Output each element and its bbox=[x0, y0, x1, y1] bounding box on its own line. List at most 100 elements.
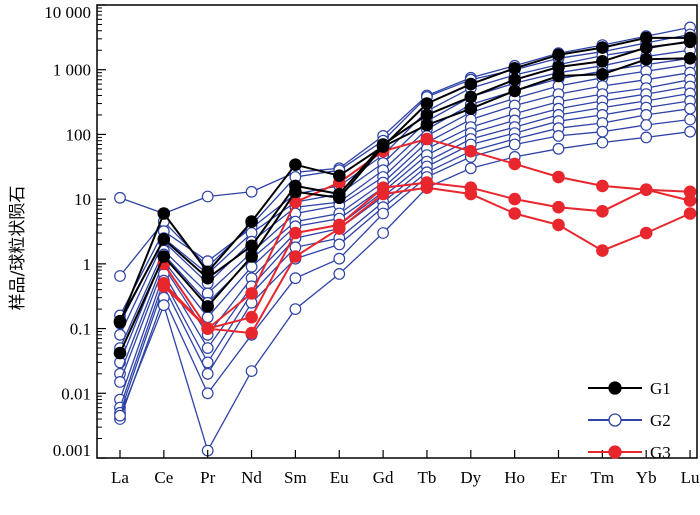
series-line-g2 bbox=[119, 33, 691, 277]
data-point-g2 bbox=[289, 272, 302, 285]
data-point-g2 bbox=[201, 255, 214, 268]
axes: 0.001 0.01 0.1 1 10 100 1 000 10 000 La Ce Pr Nd Sm E… bbox=[44, 3, 700, 487]
x-tick-label: Lu bbox=[681, 468, 700, 487]
data-point-g2 bbox=[596, 136, 609, 149]
legend-item-g3: G3 bbox=[588, 443, 671, 462]
data-point-g2 bbox=[508, 138, 521, 151]
data-point-g2 bbox=[333, 252, 346, 265]
x-tick-label: Gd bbox=[373, 468, 394, 487]
y-tick-label: 0.001 bbox=[53, 441, 91, 460]
plot-area bbox=[113, 21, 697, 457]
y-tick-label: 10 bbox=[74, 190, 91, 209]
data-point-g1 bbox=[639, 53, 653, 66]
data-point-g3 bbox=[376, 187, 390, 201]
data-point-g1 bbox=[157, 233, 171, 246]
data-point-g3 bbox=[289, 250, 302, 263]
x-tick-label: Tb bbox=[418, 468, 437, 487]
legend: G1 G2 G3 bbox=[588, 379, 671, 462]
data-point-g2 bbox=[201, 342, 214, 355]
data-point-g1 bbox=[245, 215, 258, 228]
series-line-g1 bbox=[119, 57, 691, 354]
data-point-g3 bbox=[596, 205, 609, 218]
data-point-g2 bbox=[464, 162, 477, 175]
data-point-g2 bbox=[114, 270, 126, 282]
data-point-g1 bbox=[157, 250, 171, 263]
data-point-g2 bbox=[640, 108, 653, 121]
data-point-g2 bbox=[640, 131, 653, 144]
series-line-g2 bbox=[119, 72, 691, 363]
data-point-g1 bbox=[552, 69, 565, 83]
data-point-g1 bbox=[508, 62, 522, 75]
x-tick-label: Pr bbox=[200, 468, 215, 487]
y-tick-label: 10 000 bbox=[44, 3, 91, 22]
legend-label: G3 bbox=[650, 443, 671, 462]
data-point-g1 bbox=[639, 41, 653, 54]
series-line-g1 bbox=[119, 40, 691, 322]
series-line-g2 bbox=[119, 108, 691, 414]
data-point-g1 bbox=[683, 52, 697, 65]
x-tick-label: Sm bbox=[284, 468, 307, 487]
data-point-g2 bbox=[684, 102, 696, 115]
data-point-g2 bbox=[377, 227, 390, 239]
data-point-g1 bbox=[508, 73, 522, 86]
data-point-g1 bbox=[201, 300, 214, 313]
data-point-g2 bbox=[245, 185, 258, 198]
data-point-g2 bbox=[377, 207, 390, 220]
data-point-g3 bbox=[552, 170, 565, 184]
data-point-g3 bbox=[245, 287, 258, 300]
data-point-g2 bbox=[201, 367, 214, 380]
data-point-g2 bbox=[596, 125, 609, 138]
legend-item-g1: G1 bbox=[588, 379, 671, 398]
y-axis-label: 样品/球粒状陨石 bbox=[8, 186, 28, 311]
series-line-g2 bbox=[119, 26, 691, 215]
legend-label: G2 bbox=[650, 411, 671, 430]
x-tick-label: Yb bbox=[636, 468, 657, 487]
data-point-g2 bbox=[201, 311, 214, 324]
data-point-g1 bbox=[464, 102, 478, 115]
legend-item-g2: G2 bbox=[588, 411, 671, 430]
series-group-g2 bbox=[114, 21, 696, 457]
data-point-g2 bbox=[333, 238, 346, 251]
y-tick-label: 100 bbox=[66, 125, 92, 144]
series-group-g1 bbox=[113, 31, 697, 360]
series-line-g2 bbox=[119, 57, 691, 336]
data-point-g1 bbox=[596, 68, 609, 81]
data-point-g3 bbox=[639, 226, 653, 240]
data-point-g3 bbox=[683, 207, 697, 220]
data-point-g2 bbox=[684, 125, 696, 138]
legend-marker bbox=[608, 413, 622, 427]
data-point-g2 bbox=[114, 409, 126, 422]
data-point-g3 bbox=[420, 132, 434, 146]
data-point-g3 bbox=[464, 144, 478, 158]
data-point-g2 bbox=[114, 191, 126, 204]
plot-frame bbox=[96, 4, 698, 459]
data-point-g3 bbox=[508, 207, 522, 220]
x-tick-label: Dy bbox=[460, 468, 481, 487]
series-group-g3 bbox=[157, 132, 697, 340]
x-tick-label: Ce bbox=[154, 468, 173, 487]
data-point-g1 bbox=[113, 346, 127, 360]
data-point-g1 bbox=[464, 77, 478, 91]
data-point-g1 bbox=[157, 207, 171, 220]
data-point-g1 bbox=[596, 41, 609, 54]
y-tick-label: 1 bbox=[83, 255, 92, 274]
data-point-g1 bbox=[333, 191, 346, 205]
x-tick-label: Ho bbox=[504, 468, 525, 487]
series-line-g1 bbox=[119, 36, 691, 323]
data-point-g3 bbox=[596, 179, 609, 193]
series-line-g2 bbox=[119, 118, 691, 420]
data-point-g2 bbox=[552, 142, 565, 155]
data-point-g2 bbox=[552, 129, 565, 142]
data-point-g3 bbox=[245, 326, 258, 340]
data-point-g2 bbox=[114, 376, 126, 388]
data-point-g3 bbox=[464, 187, 478, 201]
data-point-g3 bbox=[683, 194, 697, 207]
data-point-g1 bbox=[420, 97, 434, 110]
data-point-g1 bbox=[420, 118, 434, 132]
data-point-g3 bbox=[639, 183, 653, 196]
data-point-g1 bbox=[596, 55, 609, 68]
data-point-g2 bbox=[289, 303, 302, 316]
data-point-g1 bbox=[289, 185, 302, 199]
x-tick-label: Eu bbox=[330, 468, 349, 487]
data-point-g3 bbox=[245, 310, 258, 324]
